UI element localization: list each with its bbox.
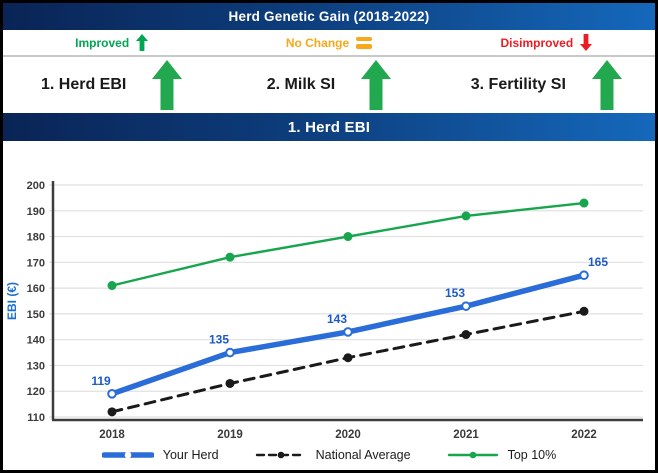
report-title-bar: Herd Genetic Gain (2018-2022) <box>3 3 655 30</box>
y-tick-label: 140 <box>27 335 45 347</box>
y-tick-label: 170 <box>27 257 45 269</box>
point-value-label: 135 <box>209 333 229 347</box>
equals-icon <box>356 36 373 49</box>
indicator-milk-si: 2. Milk SI <box>220 60 437 110</box>
data-point-marker <box>107 281 117 291</box>
big-up-arrow-icon <box>591 60 622 110</box>
y-tick-label: 190 <box>27 206 45 218</box>
no-change-label: No Change <box>285 35 350 50</box>
ebi-chart-area: 110 120 130 140 150 160 170 180 190 200 2018 2019 20… <box>3 141 655 470</box>
series-line <box>110 201 586 287</box>
x-tick-label: 2020 <box>335 429 361 441</box>
disimproved-label: Disimproved <box>500 35 574 50</box>
indicator-label: 3. Fertility SI <box>470 76 566 93</box>
indicator-fertility-si: 3. Fertility SI <box>438 60 655 110</box>
up-arrow-icon <box>136 34 149 51</box>
legend-label: Top 10% <box>507 447 557 462</box>
point-value-label: 119 <box>91 374 111 388</box>
point-value-label: 143 <box>327 312 347 326</box>
data-point-marker <box>343 353 353 363</box>
data-point-marker <box>107 389 117 399</box>
data-point-marker <box>579 270 589 281</box>
data-point-marker <box>461 211 471 221</box>
legend-line-sample <box>255 451 306 458</box>
legend-item-top-10-: Top 10% <box>447 447 557 462</box>
series-your-herd: 119 135 143 153 165 <box>91 255 608 399</box>
x-tick-label: 2019 <box>217 429 243 441</box>
chart-legend: Your Herd National Average Top 10% <box>3 441 655 468</box>
y-axis-title: EBI (€) <box>5 282 19 320</box>
data-point-marker <box>461 301 471 311</box>
grid: 110 120 130 140 150 160 170 180 190 200 <box>27 180 643 424</box>
section-header-bar: 1. Herd EBI <box>3 113 655 141</box>
data-point-marker <box>579 198 589 208</box>
point-value-label: 165 <box>588 255 608 269</box>
data-point-marker <box>579 306 589 316</box>
series-top-10- <box>107 198 589 291</box>
legend-line-sample <box>447 451 498 458</box>
x-tick-label: 2018 <box>99 429 125 441</box>
status-key-disimproved: Disimproved <box>438 34 655 51</box>
legend-item-national-average: National Average <box>255 448 411 462</box>
data-point-marker <box>225 347 235 358</box>
legend-label: Your Herd <box>162 447 219 462</box>
legend-line-sample <box>101 451 154 458</box>
y-tick-label: 130 <box>27 360 45 372</box>
data-point-marker <box>343 232 353 242</box>
series-national-average <box>107 306 589 417</box>
point-value-label: 153 <box>445 286 465 300</box>
data-point-marker <box>225 378 235 388</box>
data-point-marker <box>461 330 471 340</box>
data-point-marker <box>343 327 353 337</box>
status-key-improved: Improved <box>3 34 220 51</box>
indicator-label: 2. Milk SI <box>266 76 336 93</box>
y-tick-label: 110 <box>27 412 45 424</box>
status-key-no-change: No Change <box>220 36 437 50</box>
big-up-arrow-icon <box>152 60 183 110</box>
status-key-row: Improved No Change Disimproved <box>3 30 655 57</box>
legend-item-your-herd: Your Herd <box>101 447 219 462</box>
y-tick-label: 160 <box>27 283 45 295</box>
data-point-marker <box>107 407 117 417</box>
y-tick-label: 150 <box>27 309 45 321</box>
y-tick-label: 120 <box>27 386 45 398</box>
section-title: 1. Herd EBI <box>287 118 371 136</box>
down-arrow-icon <box>580 34 593 51</box>
x-tick-label: 2021 <box>453 429 479 441</box>
y-tick-label: 200 <box>27 180 45 192</box>
indicator-label: 1. Herd EBI <box>40 76 127 93</box>
report-title: Herd Genetic Gain (2018-2022) <box>228 9 430 24</box>
ebi-line-chart: 110 120 130 140 150 160 170 180 190 200 2018 2019 20… <box>5 180 643 441</box>
indicator-row: 1. Herd EBI 2. Milk SI 3. Fertility SI <box>3 57 655 113</box>
indicator-herd-ebi: 1. Herd EBI <box>3 60 220 110</box>
x-tick-label: 2022 <box>571 429 597 441</box>
data-point-marker <box>225 252 235 262</box>
big-up-arrow-icon <box>361 60 392 110</box>
improved-label: Improved <box>75 35 130 50</box>
y-tick-label: 180 <box>27 232 45 244</box>
legend-label: National Average <box>315 447 411 462</box>
